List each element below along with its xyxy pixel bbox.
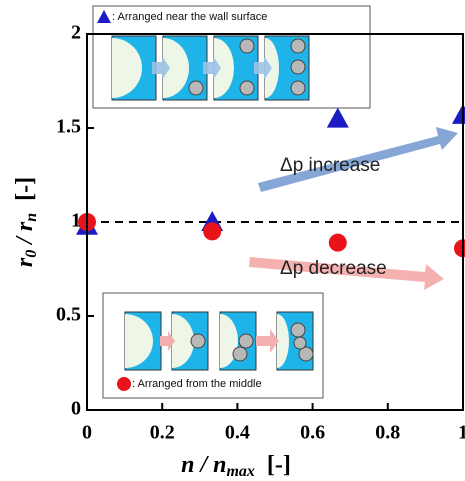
x-axis-label: n / nmax [-] (181, 452, 291, 480)
y-label-main: r (12, 257, 38, 267)
x-label-sub: max (226, 463, 254, 480)
increase-arrow (258, 127, 458, 192)
legend-swatch (97, 10, 111, 23)
triangle-marker (452, 103, 465, 124)
annotation: Δp decrease (280, 258, 387, 279)
x-tick-label: 0.6 (300, 422, 325, 444)
y-tick-label: 2 (71, 22, 81, 44)
annotation: Δp increase (280, 155, 380, 176)
x-tick-label: 0.2 (150, 422, 175, 444)
plot-frame (86, 33, 464, 411)
y-tick-label: 0 (71, 398, 81, 420)
y-tick-label: 1.5 (56, 116, 81, 138)
y-label-unit: [-] (12, 177, 38, 201)
y-label-sub: n (23, 213, 40, 222)
y-label-sep: / r (12, 221, 38, 250)
circle-marker (328, 233, 347, 252)
x-tick-label: 0.4 (225, 422, 250, 444)
legend-label: : Arranged near the wall surface (112, 11, 267, 23)
x-tick-label: 1 (458, 422, 465, 444)
triangle-marker (326, 107, 349, 128)
inset-bottom (102, 292, 324, 399)
x-tick-label: 0.8 (375, 422, 400, 444)
x-tick-label: 0 (82, 422, 92, 444)
circle-marker (203, 222, 222, 241)
x-label-main: n / n (181, 452, 226, 478)
y-label-sub: 0 (23, 250, 40, 258)
inset-top (92, 5, 371, 109)
legend-swatch (117, 377, 131, 391)
x-label-unit: [-] (267, 452, 291, 478)
legend-label: : Arranged from the middle (132, 378, 262, 390)
y-tick-label: 0.5 (56, 304, 81, 326)
y-tick-label: 1 (71, 210, 81, 232)
decrease-arrow (249, 257, 444, 290)
y-axis-label: r0 / rn [-] (12, 177, 40, 267)
